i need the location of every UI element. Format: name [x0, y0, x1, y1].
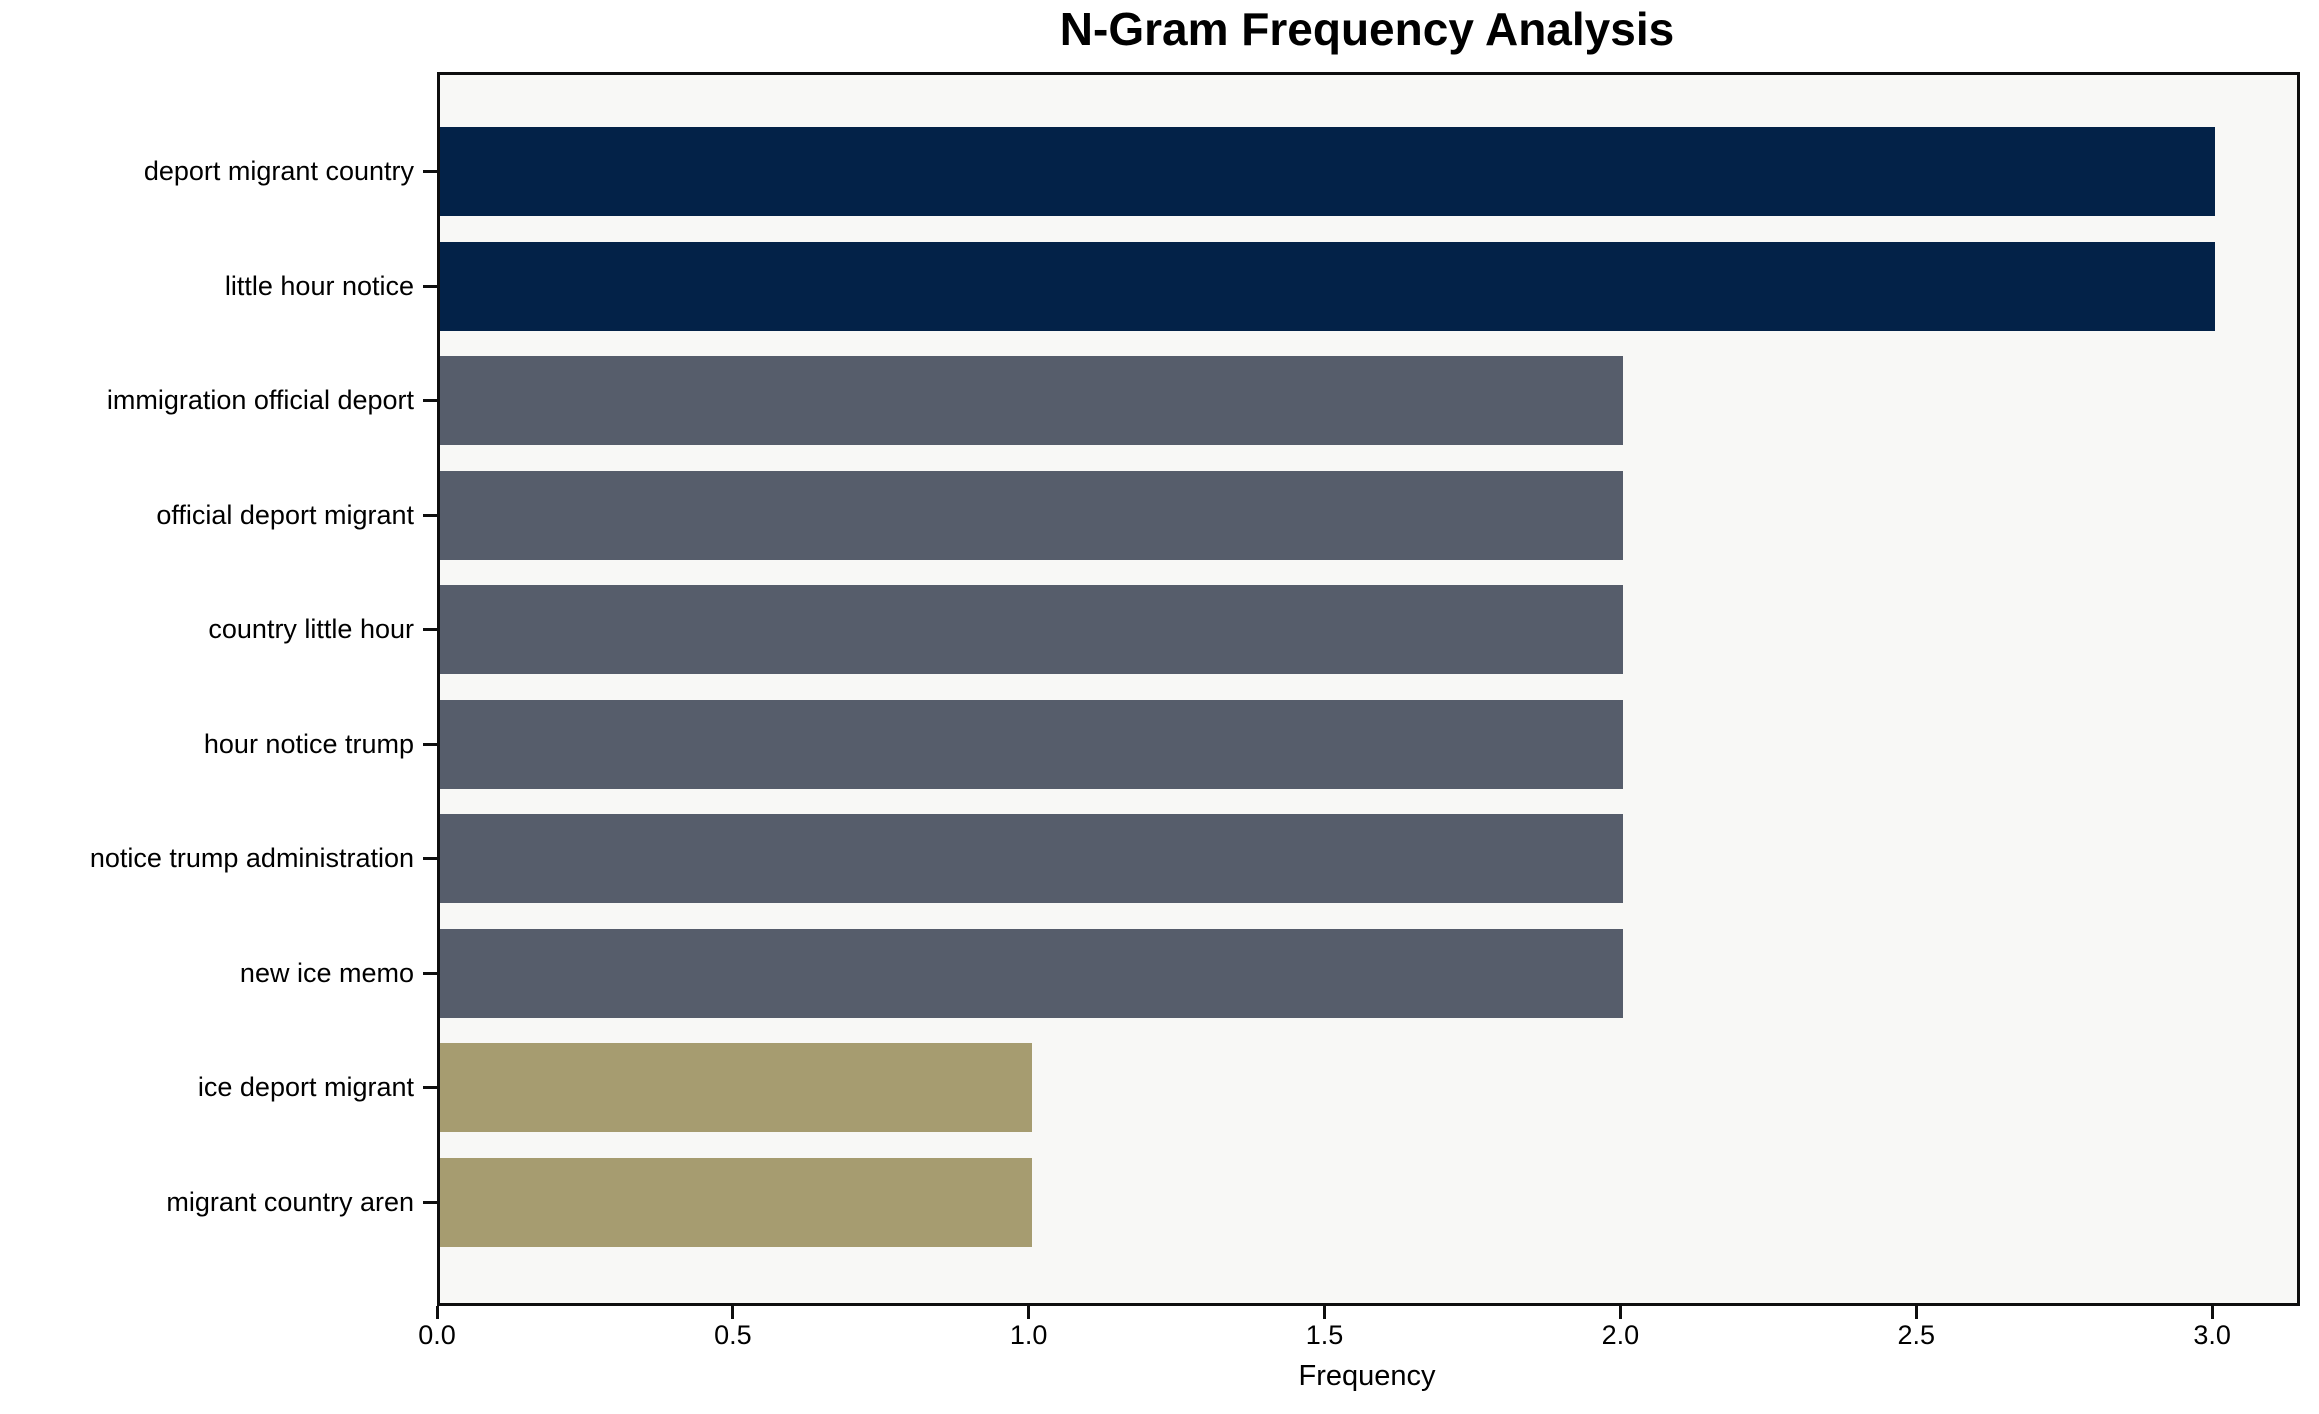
- bar-immigration-official-deport: [440, 356, 1624, 445]
- x-tick-label: 0.5: [714, 1320, 752, 1350]
- y-tick-label: hour notice trump: [203, 728, 414, 759]
- y-tick-label: new ice memo: [239, 957, 414, 988]
- y-tick-label: country little hour: [208, 614, 414, 644]
- chart-title: N-Gram Frequency Analysis: [1059, 3, 1675, 55]
- x-axis-tick: [435, 1306, 439, 1319]
- y-tick-label: immigration official deport: [106, 385, 414, 415]
- bar-hour-notice-trump: [440, 699, 1624, 789]
- x-tick-label: 1.0: [1009, 1320, 1048, 1350]
- x-axis-tick: [1323, 1306, 1327, 1319]
- x-axis-tick: [2210, 1306, 2214, 1319]
- bar-official-deport-migrant: [440, 470, 1624, 560]
- bar-deport-migrant-country: [440, 127, 2216, 216]
- y-tick-label: deport migrant country: [143, 156, 414, 186]
- bar-notice-trump-administration: [440, 814, 1624, 903]
- x-tick-label: 0.0: [418, 1320, 456, 1350]
- x-axis-title: Frequency: [1298, 1360, 1436, 1392]
- y-axis-tick: [423, 971, 437, 975]
- x-tick-label: 2.0: [1601, 1320, 1640, 1350]
- y-axis-tick: [423, 857, 437, 860]
- bar-ice-deport-migrant: [440, 1043, 1032, 1132]
- y-tick-label: migrant country aren: [166, 1186, 414, 1217]
- y-axis-tick: [423, 742, 437, 746]
- y-axis-tick: [423, 170, 437, 173]
- y-axis-tick: [423, 399, 437, 402]
- x-axis-tick: [1618, 1306, 1622, 1319]
- bar-country-little-hour: [440, 585, 1624, 674]
- bar-new-ice-memo: [440, 928, 1624, 1018]
- y-tick-label: ice deport migrant: [197, 1072, 414, 1102]
- bar-little-hour-notice: [440, 241, 2216, 331]
- x-tick-label: 3.0: [2193, 1320, 2231, 1350]
- y-tick-label: notice trump administration: [89, 843, 414, 873]
- y-axis-tick: [423, 628, 437, 631]
- y-axis-tick: [423, 513, 437, 517]
- y-axis-tick: [423, 1200, 437, 1204]
- plot-area: [437, 72, 2300, 1306]
- y-tick-label: little hour notice: [224, 270, 414, 301]
- bar-migrant-country-aren: [440, 1157, 1032, 1247]
- x-tick-label: 2.5: [1897, 1320, 1936, 1350]
- x-axis-tick: [1027, 1306, 1031, 1319]
- y-axis-tick: [423, 284, 437, 288]
- x-tick-label: 1.5: [1305, 1320, 1344, 1350]
- y-axis-tick: [423, 1086, 437, 1089]
- x-axis-tick: [731, 1306, 735, 1319]
- y-tick-label: official deport migrant: [156, 499, 414, 530]
- x-axis-tick: [1914, 1306, 1918, 1319]
